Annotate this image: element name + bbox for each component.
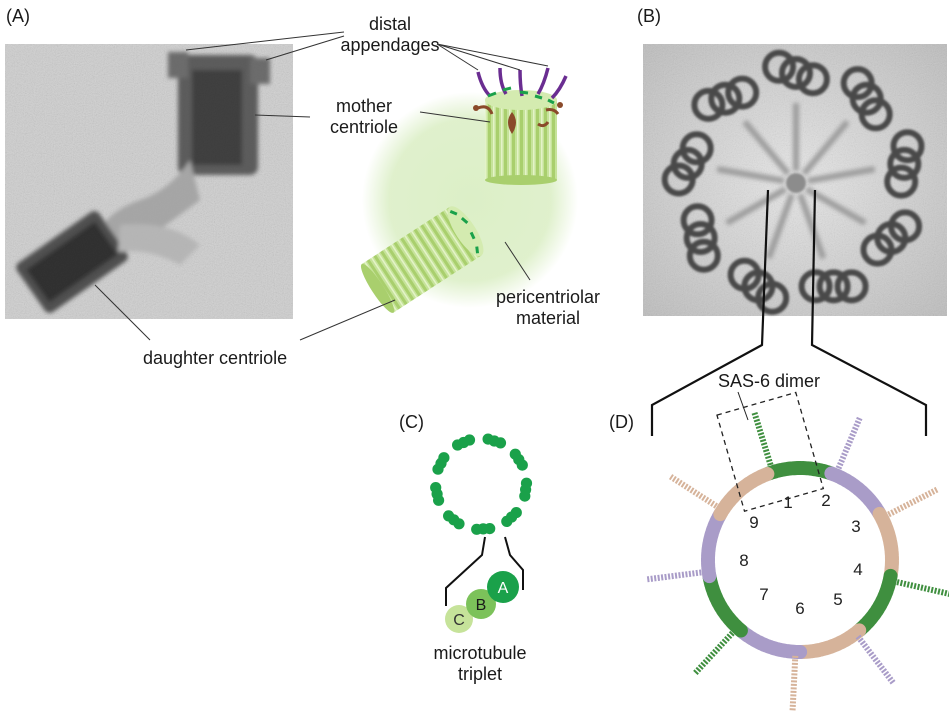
ring-number-4: 4 [853, 560, 862, 579]
sas6-ring-segment [702, 569, 748, 638]
mt-label-line2: triplet [457, 664, 502, 684]
sas6-ring-segment [733, 623, 808, 660]
em-spoke [716, 166, 785, 184]
ring-number-9: 9 [749, 513, 758, 532]
sas6-dimer-label: SAS-6 dimer [718, 371, 821, 391]
panel-b-label: (B) [637, 6, 661, 26]
daughter-centriole-label: daughter centriole [143, 348, 288, 368]
em-spoke [742, 119, 791, 176]
ring-number-2: 2 [821, 491, 830, 510]
em-spoke [801, 119, 850, 176]
pcm-label-line2: material [515, 308, 581, 328]
ring-number-3: 3 [851, 517, 860, 536]
em-spoke [765, 193, 795, 260]
em-triplet-tubule [884, 164, 919, 199]
panel-b-micrograph [643, 44, 947, 316]
panel-d-label: (D) [609, 412, 634, 432]
panel-c-label: (C) [399, 412, 424, 432]
mother-label-line1: mother [335, 96, 393, 116]
em-triplet-tubule [795, 62, 830, 97]
distal-label-line1: distal [368, 14, 412, 34]
microtubule-ring [430, 433, 533, 535]
sas6-spoke [751, 412, 775, 470]
sas6-leader [737, 391, 749, 421]
ring-number-1: 1 [783, 493, 792, 512]
sas6-spoke [789, 655, 799, 711]
ring-number-8: 8 [739, 551, 748, 570]
sas6-ring-segment [793, 623, 867, 659]
ring-tubule [463, 434, 476, 446]
em-triplet-tubule [725, 75, 760, 110]
triplet-b-letter: B [476, 597, 487, 614]
daughter-centriole-drawing [360, 206, 484, 313]
sas6-ring-segment [852, 568, 898, 638]
ring-tubule [501, 515, 513, 528]
panel-a-label: (A) [6, 6, 30, 26]
em-triplet-tubule [727, 257, 762, 292]
ring-tubule [438, 452, 450, 464]
ring-tubule [519, 490, 531, 502]
em-triplet-tubule [691, 87, 726, 122]
em-triplet-tubule [816, 269, 851, 304]
em-triplet-tubule [686, 238, 721, 273]
em-triplet-tubule [887, 146, 922, 181]
triplet-c-letter: C [453, 612, 465, 629]
sas6-ring-segment [713, 466, 776, 522]
em-spoke [725, 186, 788, 226]
sas6-dimer-box [716, 391, 825, 513]
sas6-spoke [668, 474, 721, 511]
pericentriolar-material-label: pericentriolar material [478, 287, 618, 329]
sas6-spoke [693, 628, 737, 676]
ring-number-5: 5 [833, 590, 842, 609]
ring-tubule [516, 459, 528, 471]
em-triplet-tubule [890, 129, 925, 164]
sas6-spoke [646, 569, 706, 583]
mother-label-line2: centriole [329, 117, 399, 137]
panel-a-leader-lines [94, 31, 549, 341]
zoom-lines [650, 189, 928, 436]
em-triplet-tubule [858, 97, 893, 132]
ring-tubule [471, 523, 483, 535]
em-triplet-tubule [762, 49, 797, 84]
em-spoke [804, 186, 867, 226]
em-spoke [807, 166, 876, 184]
mt-label-line1: microtubule [433, 643, 527, 663]
sas6-ring-segment [701, 507, 728, 584]
em-spoke [797, 193, 827, 260]
em-triplet-tubule [680, 203, 715, 238]
em-triplet-tubule [683, 221, 718, 255]
ring-number-6: 6 [795, 599, 804, 618]
distal-label-line2: appendages [340, 35, 440, 55]
ring-tubule [430, 482, 442, 494]
ring-numbers: 1 2 3 4 5 6 7 8 9 [739, 491, 862, 618]
em-triplet-tubule [798, 269, 833, 304]
mother-centriole-label: mother centriole [312, 96, 416, 138]
ring-tubule [494, 437, 507, 449]
em-triplet-tubule [860, 232, 895, 267]
em-triplet-tubule [708, 81, 743, 116]
sas6-spoke [892, 578, 949, 597]
ring-number-7: 7 [759, 585, 768, 604]
sas6-ring-segment [872, 506, 899, 583]
ring-tubule [443, 510, 455, 522]
distal-appendages-label: distal appendages [340, 14, 440, 56]
microtubule-triplet-label: microtubule triplet [420, 643, 540, 685]
triplet-a-letter: A [498, 580, 509, 597]
em-triplet-tubule [679, 131, 714, 166]
sas6-spoke [855, 634, 896, 685]
sas6-ring-segment [824, 466, 887, 521]
sas6-cartwheel [646, 412, 949, 711]
sas6-spoke [884, 486, 939, 519]
pcm-label-line1: pericentriolar [495, 287, 601, 307]
triplet-zoom-lines [445, 536, 524, 606]
em-triplet-tubule [779, 56, 813, 90]
sas6-ring-segment [761, 461, 839, 481]
panel-a-micrograph [5, 44, 293, 319]
microtubule-triplet: C B A [445, 571, 519, 633]
em-triplet-tubule [834, 269, 869, 304]
mother-centriole-drawing [473, 67, 568, 185]
sas6-spoke [834, 416, 863, 473]
